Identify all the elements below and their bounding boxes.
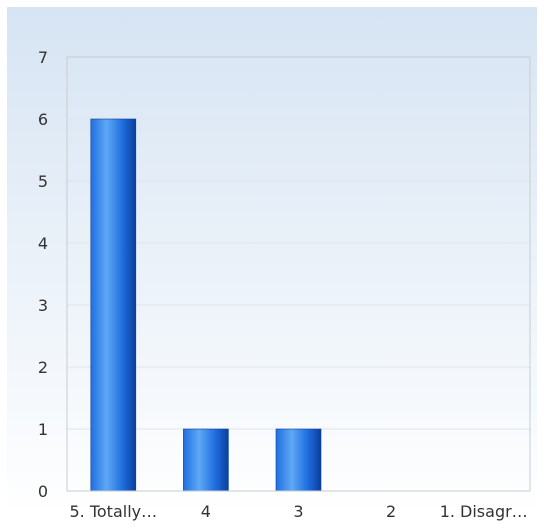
x-tick-label: 3 [293, 502, 303, 521]
y-tick-label: 5 [38, 172, 48, 191]
y-tick-label: 6 [38, 110, 48, 129]
y-tick-label: 2 [38, 358, 48, 377]
y-tick-label: 3 [38, 296, 48, 315]
x-tick-label: 4 [201, 502, 211, 521]
y-tick-label: 7 [38, 48, 48, 67]
x-tick-label: 2 [386, 502, 396, 521]
y-tick-labels: 0 1 2 3 4 5 6 7 [38, 48, 48, 501]
y-tick-label: 0 [38, 482, 48, 501]
y-tick-label: 4 [38, 234, 48, 253]
x-tick-labels: 5. Totally… 4 3 2 1. Disagr… [69, 502, 527, 521]
x-tick-label: 5. Totally… [69, 502, 157, 521]
x-tick-label: 1. Disagr… [440, 502, 528, 521]
bar-1 [183, 428, 229, 492]
axes [66, 56, 531, 492]
bar-0 [90, 118, 137, 492]
bar-2 [275, 428, 322, 492]
y-tick-label: 1 [38, 420, 48, 439]
chart-background [7, 7, 537, 517]
